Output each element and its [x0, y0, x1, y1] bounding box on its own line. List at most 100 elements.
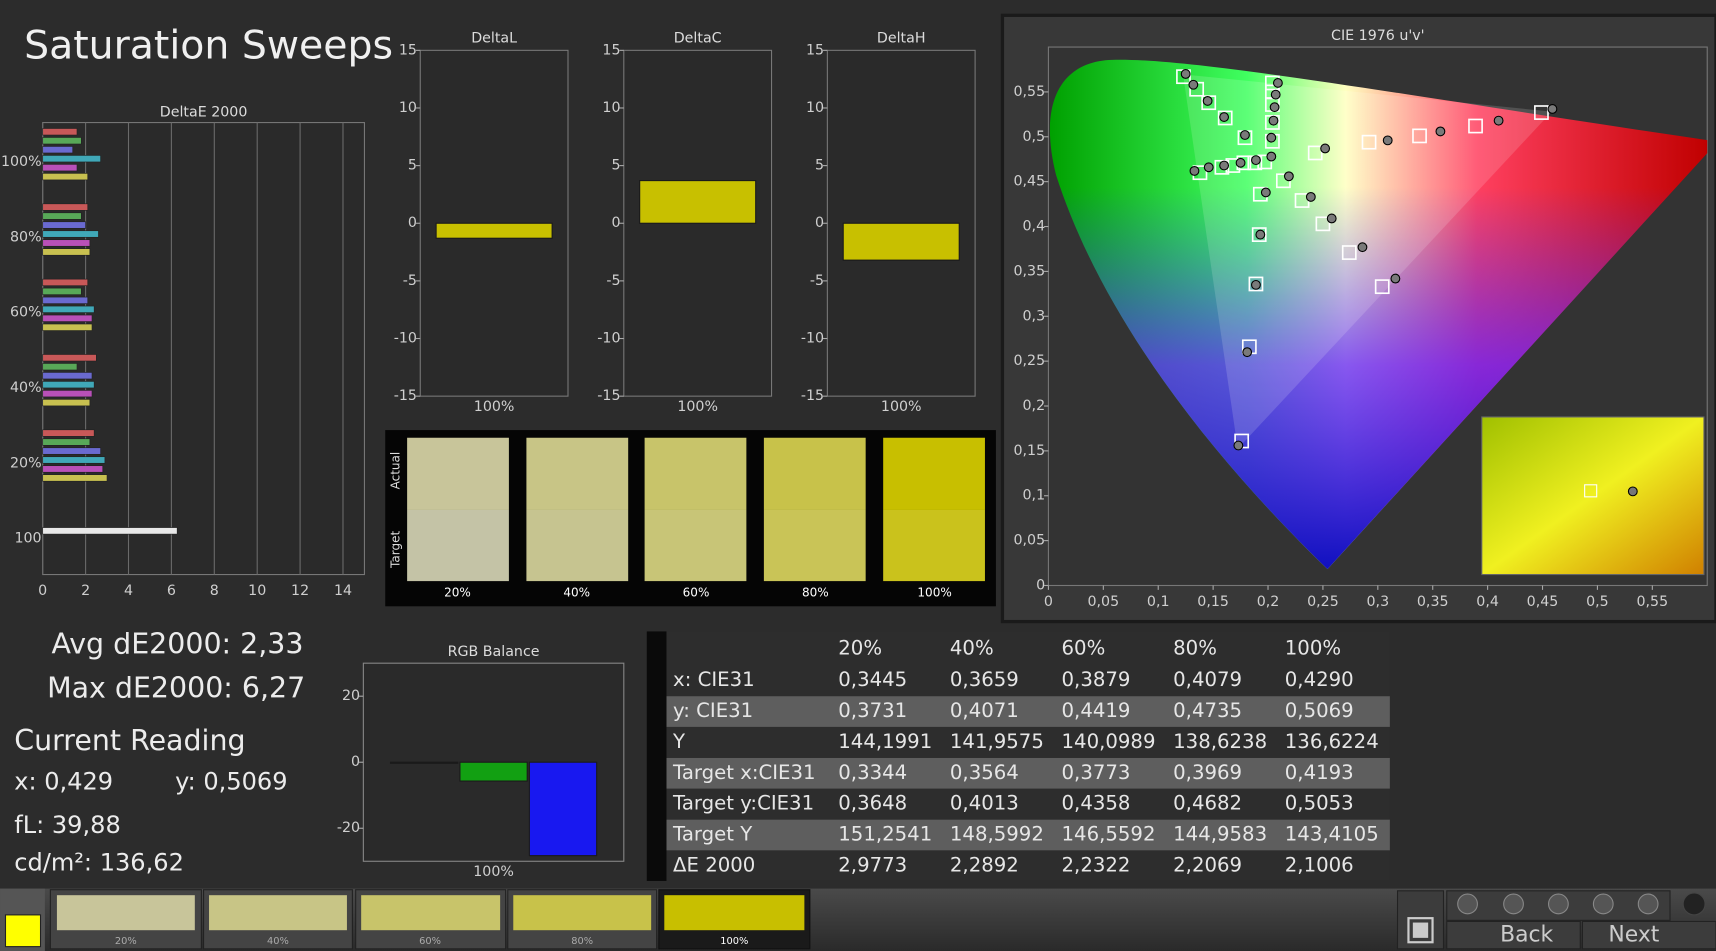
footer-swatches: 20% 40% 60% 80% 100% [49, 889, 811, 950]
bar [42, 137, 82, 145]
loop-button[interactable] [1592, 893, 1614, 915]
measured-point [1233, 440, 1244, 451]
y-tick-label: 0,25 [1013, 353, 1045, 369]
table-cell: 0,4071 [950, 699, 1019, 722]
target-point [1412, 128, 1427, 144]
chart-title: DeltaE 2000 [160, 105, 248, 121]
column-header: 100% [1285, 636, 1341, 659]
current-color [4, 914, 42, 948]
table-cell: 2,2069 [1173, 853, 1242, 876]
bar [42, 230, 99, 238]
swatch-color [56, 895, 195, 931]
chart-title: DeltaH [877, 30, 926, 46]
measured-point [1320, 143, 1331, 154]
bar [42, 248, 91, 256]
record-button[interactable] [1457, 893, 1478, 915]
y-tick-label: 15 [399, 42, 417, 58]
target-point [1251, 227, 1267, 242]
target-point [1307, 145, 1323, 161]
bar [42, 399, 91, 407]
table-cell: 2,2892 [950, 853, 1019, 876]
bar [42, 278, 89, 287]
row-bg [666, 819, 1390, 851]
bar [42, 465, 104, 473]
table-cell: 138,6238 [1173, 730, 1267, 753]
y-tick-label: -5 [403, 273, 417, 289]
row-label: Target y:CIE31 [672, 792, 814, 815]
x-tick-label: 0,1 [1147, 594, 1170, 610]
play-button[interactable] [1503, 893, 1524, 915]
swatch-button-label: 100% [720, 936, 748, 947]
measured-point [1251, 155, 1261, 166]
back-button[interactable] [1446, 920, 1581, 950]
target-point [1341, 245, 1357, 260]
stop-button[interactable] [1396, 890, 1445, 950]
refresh-button[interactable] [1637, 893, 1659, 915]
swatch-actual [407, 437, 509, 510]
swatch-actual [644, 437, 747, 510]
swatch-button-label: 40% [267, 936, 289, 947]
table-cell: 0,4013 [950, 792, 1019, 815]
swatch-actual [883, 437, 985, 510]
measured-point [1269, 102, 1280, 113]
bar [42, 239, 91, 247]
measured-point [1435, 126, 1446, 137]
swatch-target [407, 509, 509, 582]
column-header: 20% [838, 636, 882, 659]
table-cell: 0,4735 [1173, 699, 1242, 722]
column-header: 80% [1173, 636, 1217, 659]
swatch-button-label: 20% [115, 936, 137, 947]
next-button[interactable] [1581, 920, 1716, 950]
measured-point [1283, 171, 1294, 182]
y-tick-label: 20 [342, 688, 360, 704]
row-label: y: CIE31 [673, 699, 753, 722]
y-tick-label: -5 [810, 273, 824, 289]
table-cell: 0,4079 [1173, 668, 1242, 691]
save-button[interactable] [1547, 893, 1569, 915]
y-tick-label: 100% [1, 154, 42, 170]
x-tick-label: 6 [167, 583, 176, 599]
bar [42, 212, 82, 220]
chart-title: RGB Balance [448, 644, 540, 660]
y-tick-label: -15 [801, 388, 824, 404]
measured-point [1188, 79, 1199, 90]
chart-title: CIE 1976 u'v' [1331, 28, 1425, 44]
bar [42, 296, 89, 304]
table-cell: 0,3659 [950, 668, 1019, 691]
measured-point [1240, 130, 1250, 140]
swatch-target [526, 509, 629, 582]
x-tick-label: 0 [38, 583, 47, 599]
measured-point [1268, 115, 1279, 126]
x-tick-label: 0,55 [1636, 594, 1668, 610]
y-tick-label: 0,05 [1013, 533, 1045, 549]
actual-label: Actual [389, 452, 403, 490]
page-title: Saturation Sweeps [24, 23, 393, 69]
swatch-label: 100% [917, 586, 951, 600]
bar [42, 146, 74, 154]
table-cell: 0,4682 [1173, 792, 1242, 815]
measured-point [1390, 273, 1401, 284]
y-tick-label: 0 [611, 215, 620, 231]
y-tick-label: 0 [1036, 577, 1045, 593]
measured-point [1251, 279, 1261, 290]
table-cell: 143,4105 [1285, 822, 1379, 845]
measured-point [1305, 191, 1316, 202]
swatch-button-label: 60% [419, 936, 441, 947]
measured-point [1235, 157, 1246, 168]
swatch-label: 20% [444, 586, 471, 600]
reading-y: y: 0,5069 [175, 767, 287, 795]
x-tick-label: 0,3 [1367, 594, 1390, 610]
measured-point [1382, 135, 1393, 146]
y-tick-label: -10 [597, 331, 620, 347]
measured-point [1180, 69, 1191, 79]
x-tick-label: 0,35 [1417, 594, 1449, 610]
x-tick-label: 8 [210, 583, 219, 599]
bar [42, 164, 78, 172]
swatch-labels: 20% 40% 60% 80% 100% [444, 586, 952, 600]
target-point [1315, 216, 1331, 232]
reading-title: Current Reading [14, 724, 245, 757]
measured-point [1189, 165, 1200, 176]
swatch-button-label: 80% [571, 936, 593, 947]
row-bg [666, 696, 1390, 727]
table-cell: 0,3731 [838, 699, 907, 722]
